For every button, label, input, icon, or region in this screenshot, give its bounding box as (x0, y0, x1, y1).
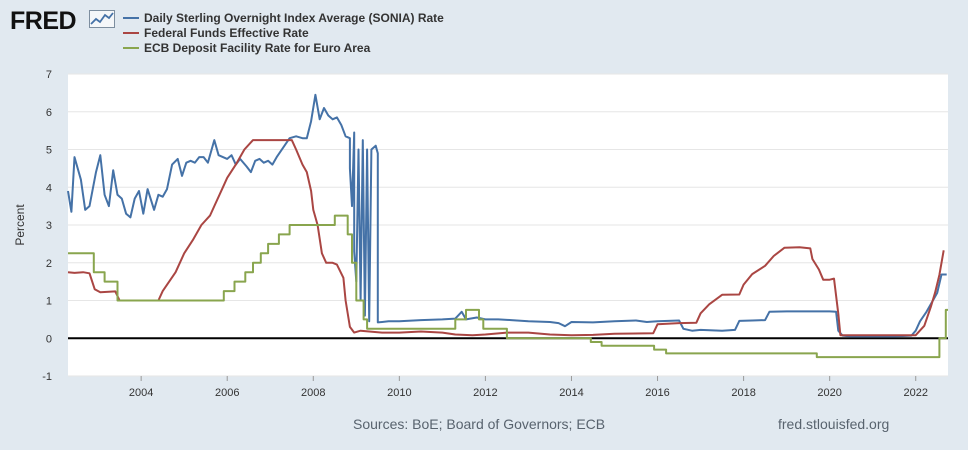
y-axis: -1 0 1 2 3 4 5 6 7 (42, 69, 52, 383)
legend-label: Daily Sterling Overnight Index Average (… (144, 10, 444, 25)
y-tick-label: 3 (46, 220, 52, 232)
y-axis-title: Percent (13, 204, 27, 246)
x-tick-label: 2004 (129, 387, 153, 399)
y-tick-label: -1 (42, 371, 52, 383)
header: FRED Daily Sterling Overnight Index Aver… (0, 0, 968, 62)
x-tick-label: 2006 (215, 387, 239, 399)
y-tick-label: 2 (46, 258, 52, 270)
y-tick-label: 5 (46, 145, 52, 157)
sources-text: Sources: BoE; Board of Governors; ECB (353, 416, 606, 432)
x-tick-label: 2022 (903, 387, 927, 399)
fred-url[interactable]: fred.stlouisfed.org (778, 416, 890, 432)
series-line-1 (67, 93, 947, 338)
fred-logo[interactable]: FRED (10, 7, 77, 35)
x-axis: 2004 2006 2008 2010 2012 2014 2016 2018 2020 2022 (129, 376, 928, 399)
legend-swatch (123, 16, 139, 19)
legend-label: Federal Funds Effective Rate (144, 25, 309, 40)
y-tick-label: 4 (46, 182, 52, 194)
legend-swatch (123, 46, 139, 49)
x-tick-label: 2018 (731, 387, 755, 399)
chart-line-icon (89, 10, 115, 28)
chart-legend: Daily Sterling Overnight Index Average (… (123, 10, 444, 55)
legend-item: Federal Funds Effective Rate (123, 25, 444, 40)
legend-item: Daily Sterling Overnight Index Average (… (123, 10, 444, 25)
y-tick-label: 6 (46, 107, 52, 119)
legend-swatch (123, 31, 139, 34)
y-tick-label: 0 (46, 333, 52, 345)
grid (68, 73, 948, 377)
legend-label: ECB Deposit Facility Rate for Euro Area (144, 40, 371, 55)
y-tick-label: 1 (46, 296, 52, 308)
x-tick-label: 2012 (473, 387, 497, 399)
y-tick-label: 7 (46, 69, 52, 81)
legend-item: ECB Deposit Facility Rate for Euro Area (123, 40, 444, 55)
series-line-2 (67, 139, 945, 337)
x-tick-label: 2014 (559, 387, 583, 399)
series-lines (67, 93, 948, 359)
x-tick-label: 2008 (301, 387, 325, 399)
x-tick-label: 2010 (387, 387, 411, 399)
x-tick-label: 2020 (817, 387, 841, 399)
x-tick-label: 2016 (645, 387, 669, 399)
series-line-3 (68, 214, 948, 359)
